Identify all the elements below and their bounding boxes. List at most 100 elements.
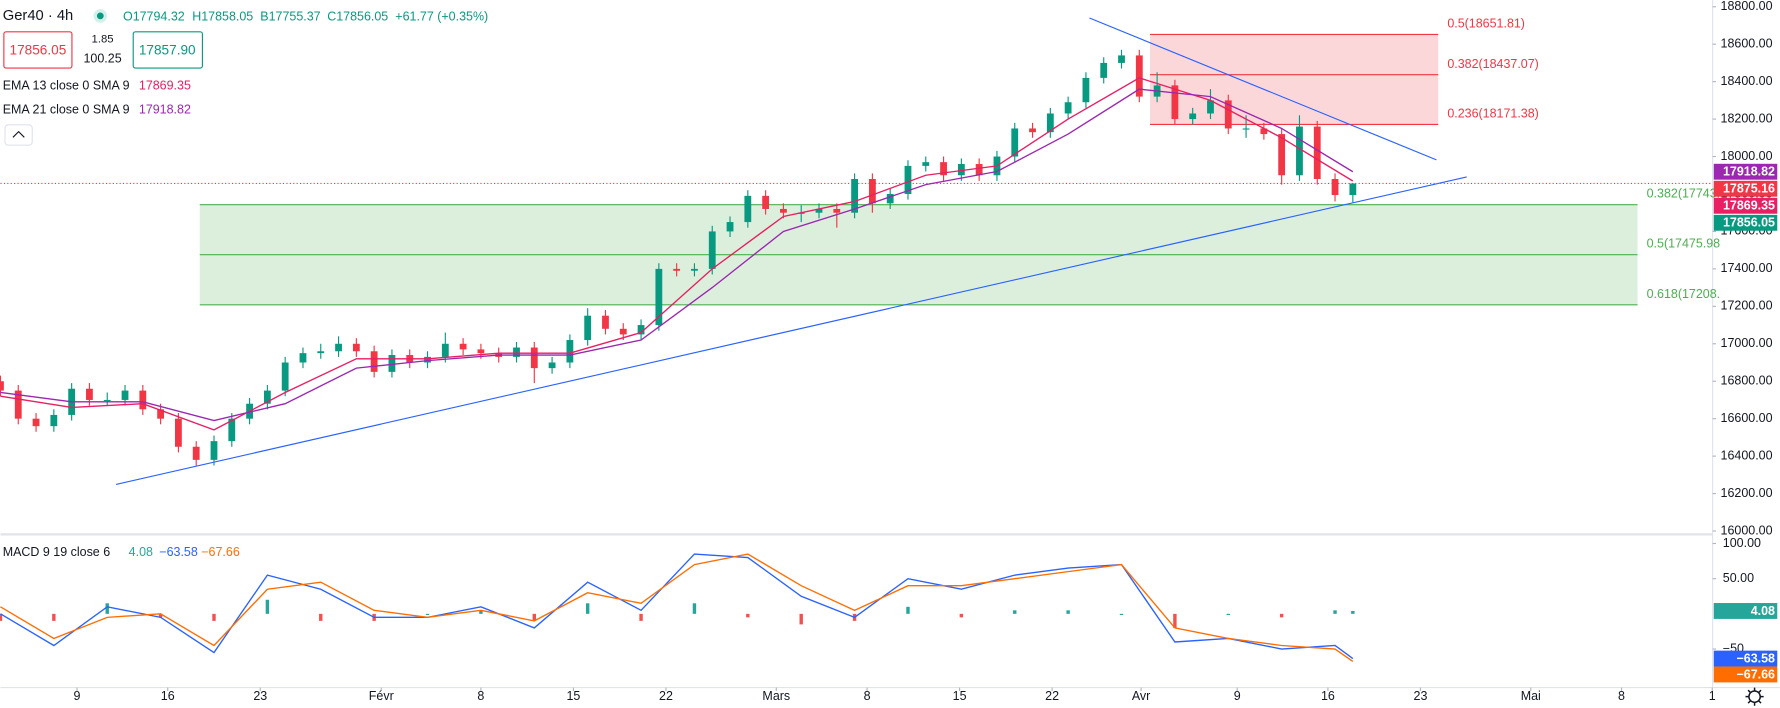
y-tick-label: 17000.00 (1721, 336, 1773, 350)
x-tick-label: 16 (1321, 689, 1335, 703)
y-tick-label: 100.00 (1723, 536, 1761, 550)
ohlc-low: B17755.37 (260, 9, 320, 23)
overlay: Ger40 · 4h O17794.32 H17858.05 B17755.37… (3, 8, 1764, 706)
candle-body (175, 418, 182, 447)
candle-body (744, 195, 752, 223)
candle-body (1046, 113, 1054, 133)
histogram-bar (799, 613, 803, 625)
price-badge-label: −63.58 (1737, 651, 1776, 665)
fib-label: 0.5(18651.81) (1447, 17, 1525, 31)
ema-line (0, 77, 1354, 431)
price-badge (1713, 603, 1778, 619)
x-tick-label: 9 (1234, 689, 1241, 703)
candle-body (103, 399, 111, 402)
y-tick-label: 17200.00 (1721, 299, 1773, 313)
ohlc-open: O17794.32 (123, 9, 185, 23)
legend-value: 17869.35 (139, 79, 191, 93)
symbol: Ger40 · 4h (3, 8, 74, 24)
candle-body (370, 351, 378, 372)
candle-body (762, 195, 770, 209)
candle-body (637, 325, 645, 335)
x-tick-label: Févr (369, 689, 394, 703)
candle-body (50, 414, 58, 427)
spread: 100.25 (84, 51, 122, 65)
histogram-bar (1226, 613, 1230, 615)
sell-price[interactable]: 17856.05 (10, 43, 67, 58)
candle-body (1207, 100, 1214, 114)
macd-legend-value: −67.66 (201, 545, 240, 559)
candle-body (513, 347, 520, 357)
candle-body (1029, 128, 1036, 133)
x-tick-label: 22 (659, 689, 673, 703)
candle-body (14, 390, 22, 419)
fib-label: 0.382(17743. (1647, 187, 1721, 201)
candle-body (86, 388, 93, 400)
histogram-bar (959, 613, 964, 618)
histogram-bar (52, 613, 56, 621)
candle-body (1064, 102, 1072, 114)
candle-body (121, 390, 129, 400)
candle-body (1135, 55, 1143, 97)
histogram-bar (1333, 610, 1337, 614)
histogram-bar (585, 603, 590, 614)
histogram-bar (212, 613, 216, 621)
y-tick-label: 18800.00 (1721, 0, 1773, 13)
x-tick-label: 16 (161, 689, 175, 703)
collapse-button[interactable] (4, 124, 33, 146)
candle-body (281, 362, 289, 391)
histogram-bar (746, 613, 750, 618)
candle-body (1260, 128, 1268, 135)
y-tick-label: 18400.00 (1721, 74, 1773, 88)
candle-body (673, 268, 681, 271)
histogram-bar (1119, 613, 1124, 615)
price-badge (1713, 180, 1778, 197)
candle-body (780, 208, 787, 213)
macd-legend-value: −63.58 (159, 545, 198, 559)
candle-body (957, 164, 965, 176)
histogram-bar (1013, 610, 1017, 614)
price-badge-label: 17869.35 (1723, 199, 1775, 213)
candle-body (1118, 55, 1125, 63)
x-tick-label: Mai (1521, 689, 1541, 703)
candle-body (726, 222, 734, 232)
histogram-bar (105, 603, 109, 614)
candle-body (157, 409, 165, 419)
buy-price[interactable]: 17857.90 (139, 43, 196, 58)
buy-button[interactable] (132, 31, 203, 69)
x-tick-label: Mars (762, 689, 790, 703)
y-tick-label: 16600.00 (1721, 411, 1773, 425)
macd-hist-value: 4.08 (129, 545, 153, 559)
candle-body (1313, 126, 1321, 180)
ohlc-close: C17856.05 (327, 9, 388, 23)
x-tick-label: 15 (953, 689, 967, 703)
candle-body (352, 343, 360, 352)
histogram-bar (1066, 610, 1070, 614)
candle-body (1171, 85, 1179, 120)
candle-body (192, 446, 200, 460)
trend-line (1089, 17, 1437, 161)
spread-top: 1.85 (92, 34, 114, 46)
fib-label: 0.618(17208. (1647, 287, 1721, 301)
candle-body (868, 179, 876, 204)
candle-body (619, 328, 627, 335)
histogram-bar (1173, 613, 1177, 628)
candle-body (139, 390, 147, 410)
price-badge (1713, 650, 1778, 667)
candle-body (477, 349, 485, 354)
legend-name: EMA 21 close 0 SMA 9 (3, 102, 130, 116)
y-tick-label: 18000.00 (1721, 149, 1773, 163)
candle-body (584, 315, 592, 341)
candle-body (1224, 100, 1232, 129)
sell-button[interactable] (3, 31, 73, 69)
settings-icon[interactable] (1745, 687, 1764, 706)
fib-label: 0.382(18437.07) (1447, 57, 1539, 71)
histogram-bar (639, 613, 643, 621)
histogram-bar (265, 599, 270, 614)
x-tick-label: Avr (1132, 689, 1150, 703)
fib-label: 0.5(17475.98 (1647, 237, 1721, 251)
x-tick-label: 23 (253, 689, 267, 703)
y-tick-label: 16400.00 (1721, 448, 1773, 462)
price-badge (1713, 163, 1778, 180)
